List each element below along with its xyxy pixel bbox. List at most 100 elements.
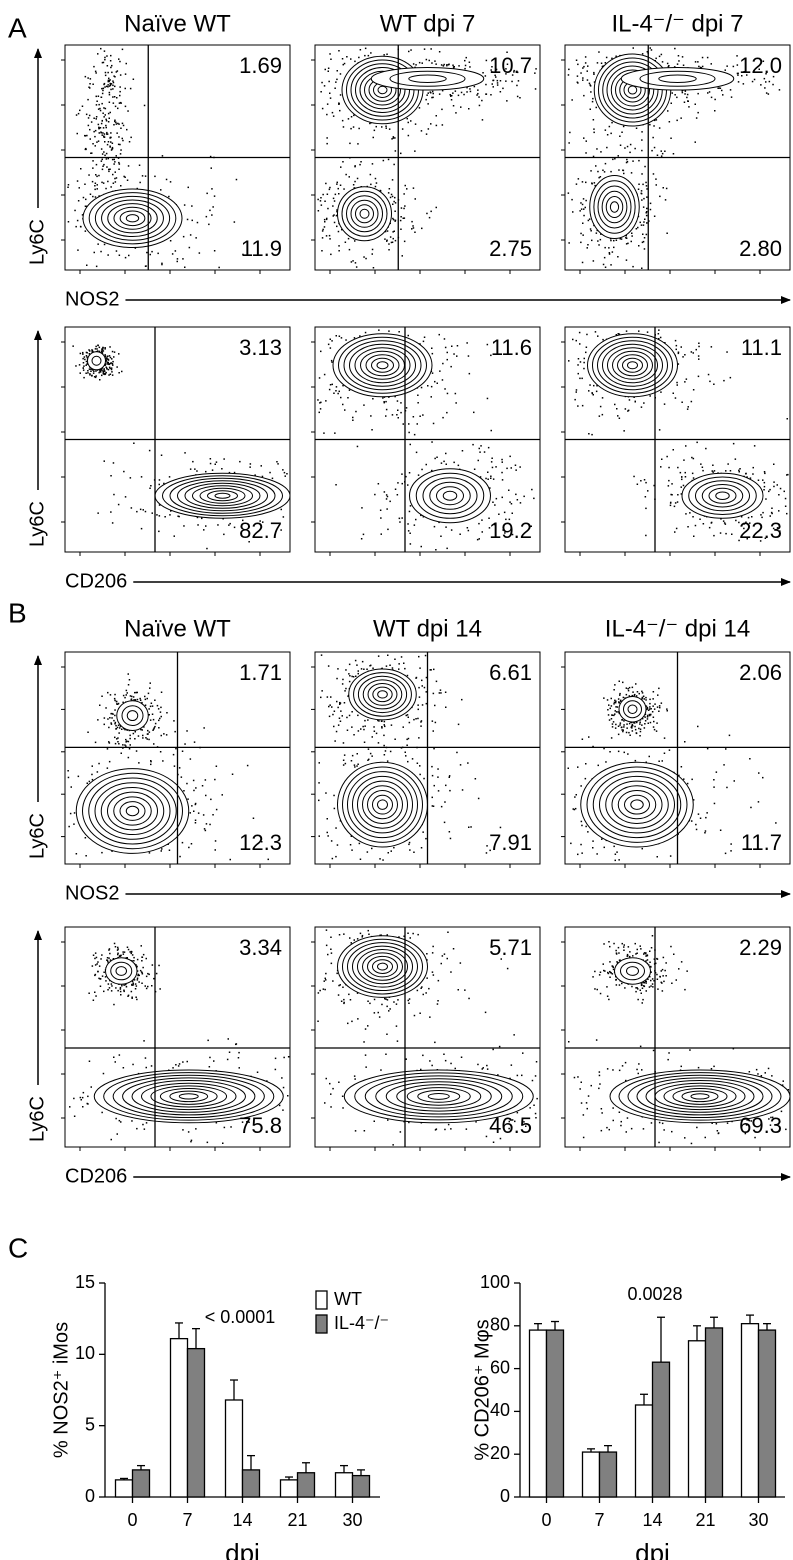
event-dot [338,724,340,726]
event-dot [639,723,641,725]
event-dot [431,441,433,443]
event-dot [478,96,480,98]
event-dot [86,265,88,267]
event-dot [105,119,107,121]
event-dot [670,502,672,504]
event-dot [329,187,331,189]
event-dot [115,722,117,724]
event-dot [328,81,330,83]
event-dot [749,758,751,760]
event-dot [114,700,116,702]
event-dot [613,689,615,691]
event-dot [144,105,146,107]
event-dot [106,166,108,168]
event-dot [585,200,587,202]
event-dot [764,471,766,473]
event-dot [75,365,77,367]
event-dot [458,95,460,97]
event-dot [102,169,104,171]
event-dot [125,741,127,743]
event-dot [671,483,673,485]
event-dot [184,267,186,269]
event-dot [730,89,732,91]
event-dot [418,474,420,476]
event-dot [366,669,368,671]
event-dot [419,765,421,767]
event-dot [114,351,116,353]
event-dot [391,850,393,852]
event-dot [202,785,204,787]
event-dot [145,699,147,701]
event-dot [421,228,423,230]
event-dot [131,507,133,509]
event-dot [89,129,91,131]
event-dot [702,467,704,469]
event-dot [114,178,116,180]
event-dot [89,83,91,85]
event-dot [487,472,489,474]
event-dot [114,76,116,78]
event-dot [691,351,693,353]
event-dot [644,219,646,221]
event-dot [107,72,109,74]
event-dot [618,155,620,157]
event-dot [644,237,646,239]
event-dot [498,514,500,516]
event-dot [95,71,97,73]
event-dot [580,361,582,363]
event-dot [129,738,131,740]
event-dot [210,463,212,465]
event-dot [349,389,351,391]
event-dot [580,844,582,846]
event-dot [331,706,333,708]
contour [338,187,392,241]
event-dot [490,478,492,480]
event-dot [156,514,158,516]
event-dot [664,403,666,405]
event-dot [195,237,197,239]
event-dot [285,475,287,477]
event-dot [409,849,411,851]
event-dot [649,715,651,717]
event-dot [688,406,690,408]
event-dot [166,179,168,181]
event-dot [573,808,575,810]
event-dot [493,80,495,82]
event-dot [421,546,423,548]
event-dot [378,483,380,485]
event-dot [408,738,410,740]
event-dot [424,337,426,339]
event-dot [109,364,111,366]
event-dot [381,533,383,535]
event-dot [485,84,487,86]
event-dot [696,349,698,351]
event-dot [491,461,493,463]
event-dot [214,195,216,197]
event-dot [378,329,380,331]
event-dot [785,498,787,500]
event-dot [85,199,87,201]
event-dot [349,664,351,666]
event-dot [515,494,517,496]
event-dot [351,116,353,118]
event-dot [92,765,94,767]
event-dot [358,57,360,59]
event-dot [337,844,339,846]
event-dot [105,356,107,358]
event-dot [588,433,590,435]
event-dot [103,62,105,64]
event-dot [688,106,690,108]
event-dot [595,331,597,333]
event-dot [613,715,615,717]
event-dot [108,121,110,123]
event-dot [585,763,587,765]
event-dot [758,772,760,774]
event-dot [154,727,156,729]
event-dot [590,109,592,111]
event-dot [610,708,612,710]
event-dot [126,129,128,131]
event-dot [343,742,345,744]
event-dot [641,406,643,408]
event-dot [110,89,112,91]
event-dot [644,723,646,725]
